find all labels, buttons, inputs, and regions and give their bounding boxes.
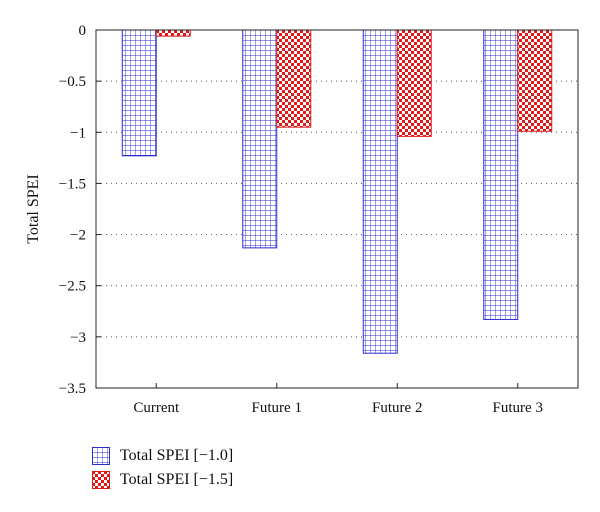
legend: Total SPEI [−1.0] Total SPEI [−1.5] — [92, 444, 233, 492]
bar-1-future-1 — [242, 29, 278, 249]
legend-item-series-1: Total SPEI [−1.0] — [92, 444, 233, 468]
bar-chart: 0 −0.5 −1 −1.5 −2 −2.5 −3 −3.5 Current Future 1 F… — [25, 23, 579, 416]
legend-label-series-2: Total SPEI [−1.5] — [120, 471, 234, 488]
gridlines — [96, 80, 578, 338]
bar-2-future-3 — [517, 29, 553, 132]
x-tick-label: Future 2 — [372, 400, 422, 416]
y-axis-ticks: 0 −0.5 −1 −1.5 −2 −2.5 −3 −3.5 — [59, 23, 101, 397]
y-tick-label: −2 — [70, 228, 86, 244]
plot-frame — [95, 29, 579, 389]
y-tick-label: −3 — [70, 330, 86, 346]
bar-2-future-1 — [276, 29, 312, 128]
bar-1-future-3 — [483, 29, 519, 320]
x-tick-label: Future 1 — [252, 400, 302, 416]
y-axis-title: Total SPEI — [25, 174, 42, 244]
x-axis-ticks: Current Future 1 Future 2 Future 3 — [133, 383, 543, 416]
legend-item-series-2: Total SPEI [−1.5] — [92, 468, 233, 492]
bar-1-future-2 — [362, 29, 398, 354]
bars — [121, 29, 553, 354]
y-tick-label: −2.5 — [59, 279, 86, 295]
y-tick-label: −3.5 — [59, 381, 86, 397]
x-tick-label: Future 3 — [493, 400, 543, 416]
y-tick-label: −0.5 — [59, 74, 86, 90]
checker-pattern-swatch-icon — [92, 471, 110, 489]
legend-label-series-1: Total SPEI [−1.0] — [120, 447, 234, 464]
bar-2-future-2 — [396, 29, 432, 137]
x-tick-label: Current — [133, 400, 180, 416]
y-tick-label: 0 — [79, 23, 87, 39]
bar-2-current — [155, 29, 191, 37]
y-tick-label: −1 — [70, 125, 86, 141]
grid-pattern-swatch-icon — [92, 447, 110, 465]
y-tick-label: −1.5 — [59, 176, 86, 192]
bar-1-current — [121, 29, 157, 157]
